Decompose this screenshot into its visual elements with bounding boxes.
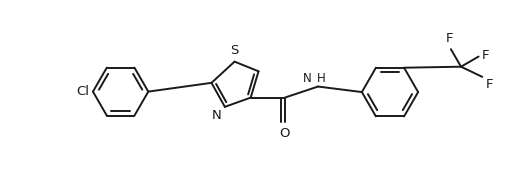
Text: F: F	[482, 49, 490, 62]
Text: O: O	[280, 127, 290, 140]
Text: F: F	[486, 78, 494, 91]
Text: S: S	[231, 44, 239, 57]
Text: F: F	[445, 33, 453, 45]
Text: N: N	[211, 109, 221, 122]
Text: Cl: Cl	[76, 85, 89, 98]
Text: H: H	[317, 72, 326, 85]
Text: N: N	[303, 72, 312, 85]
